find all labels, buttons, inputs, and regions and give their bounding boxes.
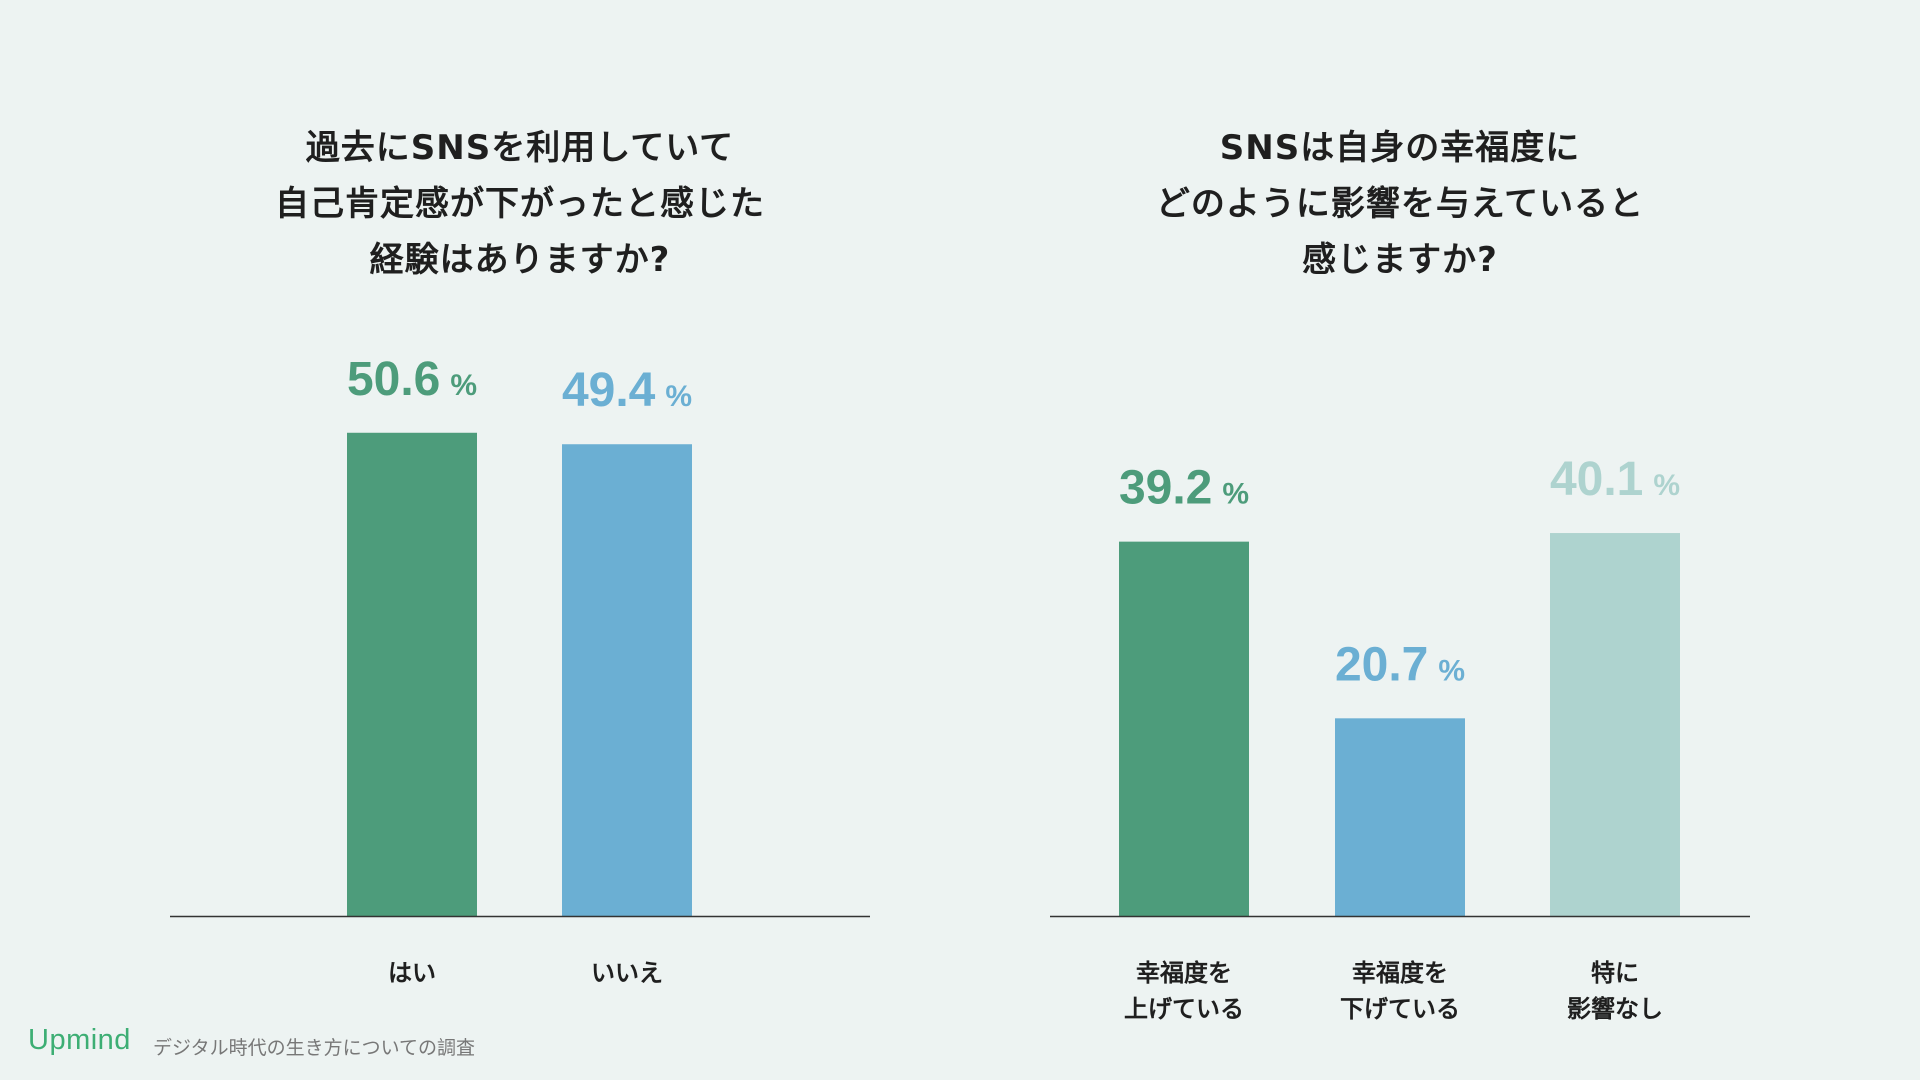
chart-title-line-1: SNSは自身の幸福度に [1219, 128, 1581, 168]
bar-1 [1335, 718, 1465, 916]
value-unit: % [1222, 478, 1249, 511]
value-number: 20.7 [1335, 638, 1428, 691]
value-unit: % [1653, 469, 1680, 502]
category-label-decrease: 幸福度を 下げている [1310, 955, 1490, 1027]
value-label-1: 49.4% [562, 364, 692, 417]
category-label-line: 幸福度を [1352, 959, 1448, 987]
bar-0 [1119, 541, 1249, 916]
category-label-increase: 幸福度を 上げている [1094, 955, 1274, 1027]
category-label-line: 下げている [1340, 995, 1460, 1023]
category-label-line: 上げている [1124, 995, 1244, 1023]
category-label-line: 幸福度を [1136, 959, 1232, 987]
category-label-line: いいえ [591, 959, 663, 987]
value-label-0: 50.6% [347, 353, 477, 406]
brand-logo: Upmind [28, 1024, 131, 1056]
value-unit: % [665, 380, 692, 413]
value-label-1: 20.7% [1335, 638, 1465, 691]
value-unit: % [450, 369, 477, 402]
bar-2 [1550, 533, 1680, 916]
chart-title-line-2: どのように影響を与えていると [1155, 184, 1645, 224]
value-number: 40.1 [1550, 453, 1643, 506]
category-label-line: 特に [1591, 959, 1639, 987]
chart-title: SNSは自身の幸福度に どのように影響を与えていると 感じますか? [1050, 120, 1750, 288]
category-label-no-effect: 特に 影響なし [1525, 955, 1705, 1027]
bar-plot: 39.2 %20.7 %40.1% [1050, 453, 1750, 918]
category-label-line: はい [388, 959, 436, 987]
chart-title-line-2: 自己肯定感が下がったと感じた [275, 184, 765, 224]
value-label-0: 39.2% [1119, 462, 1249, 515]
bar-1 [562, 444, 692, 916]
category-label-line: 影響なし [1567, 995, 1663, 1023]
category-label-yes: はい [322, 955, 502, 991]
chart-title-line-3: 経験はありますか? [369, 240, 671, 280]
chart-self-esteem: 過去にSNSを利用していて 自己肯定感が下がったと感じた 経験はありますか? 5… [170, 0, 870, 1080]
brand-caption: デジタル時代の生き方についての調査 [153, 1037, 476, 1059]
value-number: 50.6 [347, 353, 440, 406]
value-number: 49.4 [562, 364, 656, 417]
chart-title-line-1: 過去にSNSを利用していて [305, 128, 735, 168]
chart-happiness-impact: SNSは自身の幸福度に どのように影響を与えていると 感じますか? 39.2% 2… [1050, 0, 1750, 1080]
category-label-no: いいえ [537, 955, 717, 991]
chart-title-line-3: 感じますか? [1302, 240, 1498, 280]
chart-title: 過去にSNSを利用していて 自己肯定感が下がったと感じた 経験はありますか? [170, 120, 870, 288]
bar-plot: 50.6% 49.4% [170, 353, 870, 918]
value-unit: % [1438, 654, 1465, 687]
bar-0 [347, 432, 477, 916]
value-number: 39.2 [1119, 462, 1212, 515]
value-label-2: 40.1% [1550, 453, 1680, 506]
